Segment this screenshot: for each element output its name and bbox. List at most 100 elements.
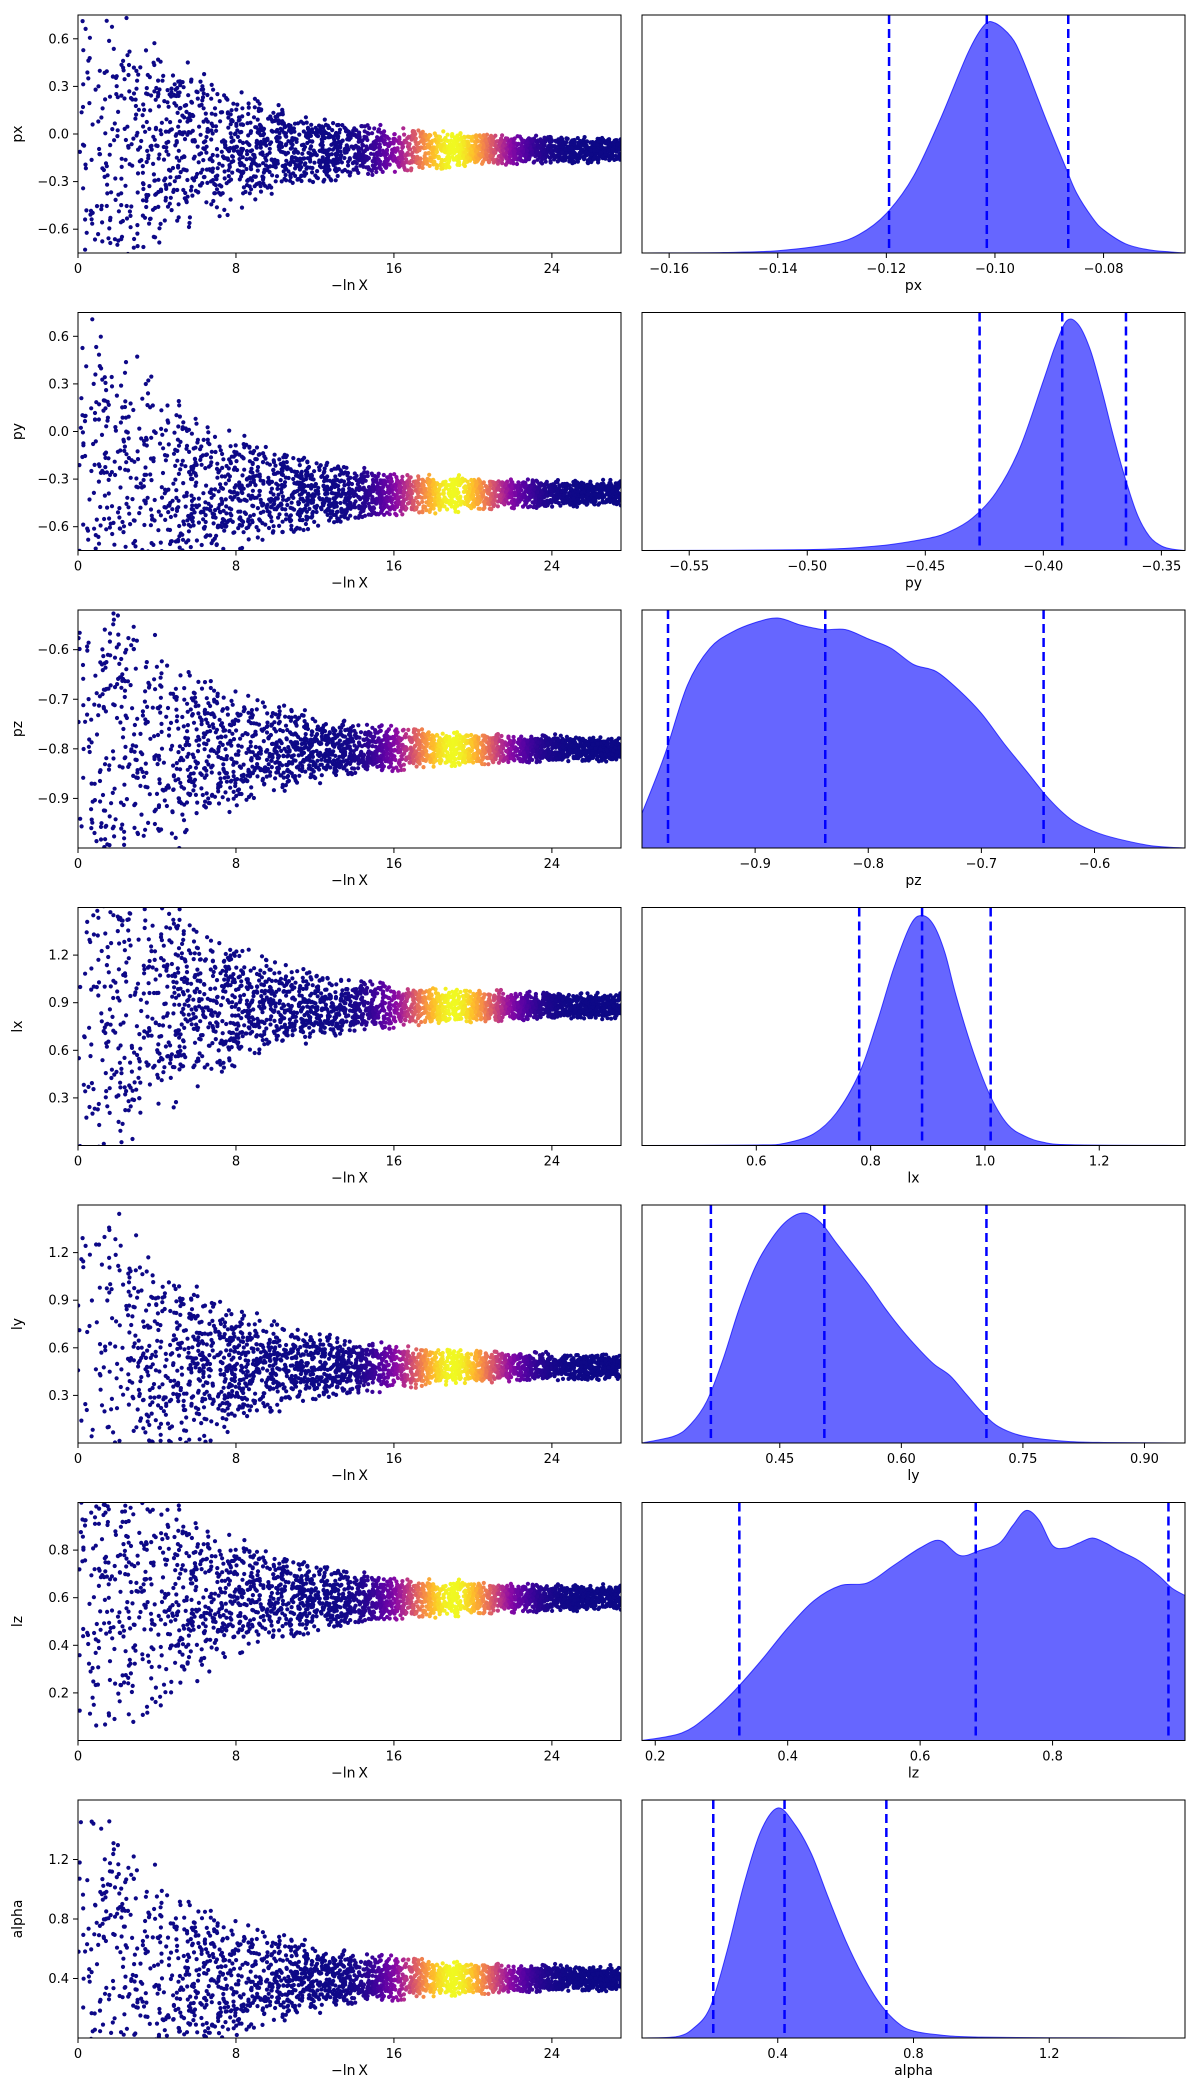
trace-point [283,517,289,522]
trace-point [495,504,500,509]
trace-point [183,190,188,196]
trace-point [333,178,338,183]
trace-point [205,126,210,132]
trace-point [222,207,227,212]
trace-point [212,191,217,196]
trace-point [97,364,102,369]
trace-point [255,465,261,470]
trace-ytick-label: 0.6 [48,32,69,47]
trace-point [105,505,110,510]
trace-point [381,502,386,507]
trace-point [143,501,148,506]
trace-point [293,527,298,532]
trace-point [116,209,121,214]
trace-point [336,167,341,172]
trace-point [103,161,109,166]
trace-point [392,169,397,174]
trace-point [260,460,266,465]
trace-point [433,511,438,516]
trace-point [335,123,340,128]
trace-point [347,492,352,497]
trace-point [443,479,448,484]
trace-point [312,519,317,525]
trace-point [352,489,357,494]
trace-point [93,87,98,92]
trace-point [196,496,201,501]
trace-point [370,172,375,177]
trace-point [227,428,232,433]
trace-point [422,504,428,509]
trace-point [312,160,317,165]
trace-point [265,167,270,173]
trace-point [251,115,257,120]
trace-point [238,498,243,503]
trace-point [166,442,171,447]
trace-point [164,563,168,567]
trace-point [201,91,206,96]
trace-point [86,537,91,542]
trace-point [555,159,560,164]
trace-point [402,132,407,137]
trace-point [102,516,107,522]
trace-point [344,465,349,470]
trace-point [424,160,429,165]
trace-point [246,101,251,106]
trace-point [504,147,510,152]
trace-point [144,86,149,91]
trace-point [405,493,410,498]
trace-point [520,138,525,143]
trace-point [484,132,490,137]
trace-point [382,138,387,143]
trace-point [376,512,381,517]
trace-point [469,481,475,487]
trace-point [478,153,483,158]
trace-point [382,512,387,517]
trace-point [258,189,264,194]
trace-point [181,187,186,193]
trace-point [486,488,491,493]
trace-point [240,114,245,119]
trace-point [94,619,98,623]
trace-point [346,477,351,482]
trace-point [276,118,281,123]
trace-point [221,457,226,462]
trace-point [175,187,180,193]
trace-point [174,103,179,108]
trace-point [114,74,119,79]
trace-point [276,103,281,108]
trace-point [174,508,180,513]
trace-point [204,150,209,155]
trace-point [376,471,381,476]
trace-point [445,132,450,137]
trace-point [219,184,224,189]
trace-point [342,147,347,152]
trace-point [232,147,237,152]
trace-point [148,507,154,512]
trace-point [551,482,556,487]
trace-point [104,203,109,209]
trace-point [159,120,164,125]
trace-point [159,549,164,551]
trace-point [200,181,205,186]
trace-point [225,212,230,218]
trace-point [209,449,214,454]
trace-point [134,476,139,481]
trace-point [457,137,462,142]
trace-point [601,137,606,142]
trace-point [123,399,128,404]
trace-point [80,19,85,24]
trace-point [107,38,112,44]
trace-point [474,149,479,154]
trace-point [559,156,564,161]
trace-point [213,508,218,513]
trace-point [189,467,194,472]
trace-point [201,146,206,151]
trace-point [163,428,168,433]
trace-point [313,506,319,511]
trace-point [154,85,159,91]
trace-point [453,488,458,493]
trace-point [315,176,320,181]
trace-point [447,165,452,170]
trace-point [322,117,327,122]
trace-point [220,451,225,457]
